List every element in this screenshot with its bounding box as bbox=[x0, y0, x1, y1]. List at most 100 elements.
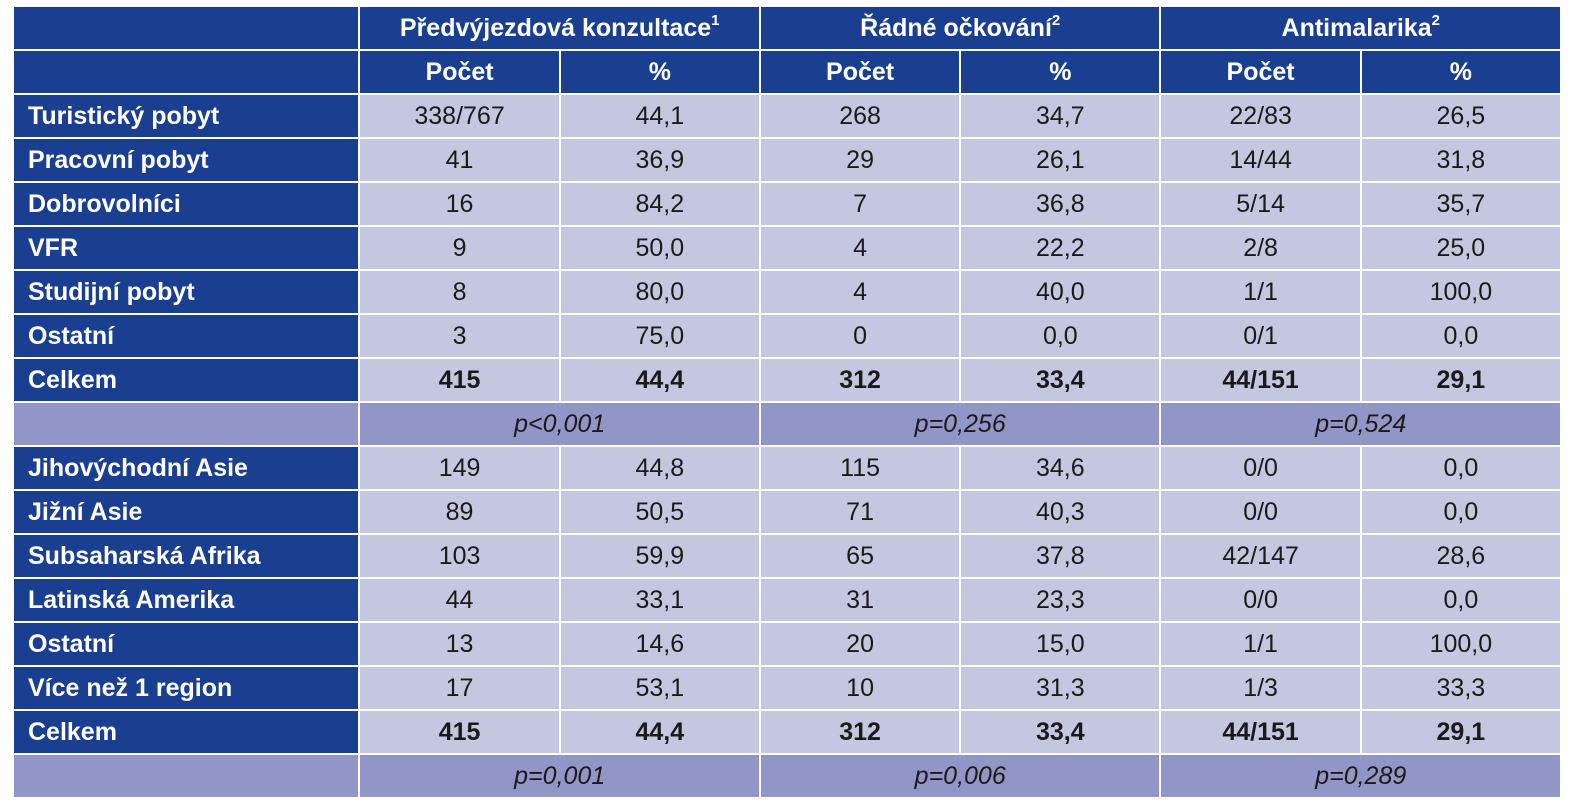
pvalue-cell: p<0,001 bbox=[358, 401, 761, 447]
row-label: Dobrovolníci bbox=[11, 181, 361, 227]
corner-cell bbox=[11, 49, 361, 95]
percent-cell: 34,6 bbox=[959, 445, 1162, 491]
group-header-label: Řádné očkování bbox=[860, 13, 1052, 42]
percent-cell: 37,8 bbox=[959, 533, 1162, 579]
group-header-label: Antimalarika bbox=[1281, 13, 1432, 42]
group-header-antimalarials: Antimalarika2 bbox=[1159, 5, 1562, 51]
percent-cell: 44,8 bbox=[558, 445, 761, 491]
percent-cell: 44,4 bbox=[558, 709, 761, 755]
subcol-header: Počet bbox=[358, 49, 561, 95]
count-cell: 16 bbox=[358, 181, 561, 227]
row-label: Subsaharská Afrika bbox=[11, 533, 361, 579]
percent-cell: 40,0 bbox=[959, 269, 1162, 315]
subcol-header: % bbox=[1359, 49, 1563, 95]
count-cell: 415 bbox=[358, 709, 561, 755]
count-cell: 42/147 bbox=[1159, 533, 1362, 579]
count-cell: 0/0 bbox=[1159, 577, 1362, 623]
pvalue-cell: p=0,256 bbox=[758, 401, 1162, 447]
percent-cell: 26,5 bbox=[1359, 93, 1563, 139]
total-row: Celkem 415 44,4 312 33,4 44/151 29,1 bbox=[11, 709, 1563, 755]
percent-cell: 0,0 bbox=[959, 313, 1162, 359]
header-group-row: Předvýjezdová konzultace1 Řádné očkování… bbox=[11, 5, 1562, 51]
percent-cell: 50,5 bbox=[558, 489, 761, 535]
count-cell: 415 bbox=[358, 357, 561, 403]
table-row: Dobrovolníci 16 84,2 7 36,8 5/14 35,7 bbox=[11, 181, 1563, 227]
count-cell: 3 bbox=[358, 313, 561, 359]
percent-cell: 0,0 bbox=[1359, 489, 1563, 535]
count-cell: 29 bbox=[758, 137, 962, 183]
percent-cell: 26,1 bbox=[959, 137, 1162, 183]
table-row: Ostatní 3 75,0 0 0,0 0/1 0,0 bbox=[11, 313, 1563, 359]
percent-cell: 35,7 bbox=[1359, 181, 1563, 227]
percent-cell: 33,4 bbox=[959, 357, 1162, 403]
row-label: Pracovní pobyt bbox=[11, 137, 361, 183]
row-label: Jižní Asie bbox=[11, 489, 361, 535]
percent-cell: 28,6 bbox=[1359, 533, 1563, 579]
table-body: Turistický pobyt 338/767 44,1 268 34,7 22/83 2… bbox=[11, 93, 1563, 799]
row-label: Turistický pobyt bbox=[11, 93, 361, 139]
table-row: Studijní pobyt 8 80,0 4 40,0 1/1 100,0 bbox=[11, 269, 1563, 315]
count-cell: 22/83 bbox=[1159, 93, 1362, 139]
group-header-vaccination: Řádné očkování2 bbox=[758, 5, 1162, 51]
count-cell: 13 bbox=[358, 621, 561, 667]
percent-cell: 15,0 bbox=[959, 621, 1162, 667]
percent-cell: 29,1 bbox=[1359, 357, 1563, 403]
percent-cell: 100,0 bbox=[1359, 269, 1563, 315]
count-cell: 268 bbox=[758, 93, 962, 139]
total-row: Celkem 415 44,4 312 33,4 44/151 29,1 bbox=[11, 357, 1563, 403]
count-cell: 14/44 bbox=[1159, 137, 1362, 183]
count-cell: 2/8 bbox=[1159, 225, 1362, 271]
count-cell: 1/3 bbox=[1159, 665, 1362, 711]
count-cell: 0/0 bbox=[1159, 445, 1362, 491]
count-cell: 312 bbox=[758, 357, 962, 403]
percent-cell: 31,8 bbox=[1359, 137, 1563, 183]
pvalue-row: p<0,001 p=0,256 p=0,524 bbox=[11, 401, 1562, 447]
percent-cell: 0,0 bbox=[1359, 577, 1563, 623]
count-cell: 115 bbox=[758, 445, 962, 491]
percent-cell: 0,0 bbox=[1359, 445, 1563, 491]
percent-cell: 84,2 bbox=[558, 181, 761, 227]
count-cell: 4 bbox=[758, 225, 962, 271]
table-row: VFR 9 50,0 4 22,2 2/8 25,0 bbox=[11, 225, 1563, 271]
group-header-label: Předvýjezdová konzultace bbox=[399, 13, 712, 42]
corner-cell bbox=[11, 5, 361, 51]
percent-cell: 59,9 bbox=[558, 533, 761, 579]
percent-cell: 36,9 bbox=[558, 137, 761, 183]
pvalue-row: p=0,001 p=0,006 p=0,289 bbox=[11, 753, 1562, 799]
count-cell: 20 bbox=[758, 621, 962, 667]
header-subcol-row: Počet % Počet % Počet % bbox=[11, 49, 1563, 95]
count-cell: 17 bbox=[358, 665, 561, 711]
percent-cell: 75,0 bbox=[558, 313, 761, 359]
percent-cell: 14,6 bbox=[558, 621, 761, 667]
count-cell: 65 bbox=[758, 533, 962, 579]
pvalue-cell: p=0,001 bbox=[358, 753, 761, 799]
pvalue-cell: p=0,006 bbox=[758, 753, 1162, 799]
count-cell: 4 bbox=[758, 269, 962, 315]
count-cell: 9 bbox=[358, 225, 561, 271]
table-row: Ostatní 13 14,6 20 15,0 1/1 100,0 bbox=[11, 621, 1563, 667]
count-cell: 1/1 bbox=[1159, 621, 1362, 667]
count-cell: 71 bbox=[758, 489, 962, 535]
count-cell: 44/151 bbox=[1159, 357, 1362, 403]
data-table-container: Předvýjezdová konzultace1 Řádné očkování… bbox=[11, 5, 1563, 799]
pvalue-row-label bbox=[11, 401, 361, 447]
table-row: Subsaharská Afrika 103 59,9 65 37,8 42/147 28,… bbox=[11, 533, 1563, 579]
row-label: Jihovýchodní Asie bbox=[11, 445, 361, 491]
percent-cell: 33,3 bbox=[1359, 665, 1563, 711]
count-cell: 0 bbox=[758, 313, 962, 359]
count-cell: 312 bbox=[758, 709, 962, 755]
count-cell: 0/0 bbox=[1159, 489, 1362, 535]
footnote-marker: 2 bbox=[1431, 11, 1440, 29]
percent-cell: 23,3 bbox=[959, 577, 1162, 623]
table-row: Jižní Asie 89 50,5 71 40,3 0/0 0,0 bbox=[11, 489, 1563, 535]
count-cell: 5/14 bbox=[1159, 181, 1362, 227]
percent-cell: 50,0 bbox=[558, 225, 761, 271]
footnote-marker: 2 bbox=[1051, 11, 1061, 29]
count-cell: 149 bbox=[358, 445, 561, 491]
data-table: Předvýjezdová konzultace1 Řádné očkování… bbox=[11, 5, 1563, 799]
percent-cell: 31,3 bbox=[959, 665, 1162, 711]
percent-cell: 33,4 bbox=[959, 709, 1162, 755]
row-label: Latinská Amerika bbox=[11, 577, 361, 623]
count-cell: 7 bbox=[758, 181, 962, 227]
row-label: Ostatní bbox=[11, 621, 361, 667]
